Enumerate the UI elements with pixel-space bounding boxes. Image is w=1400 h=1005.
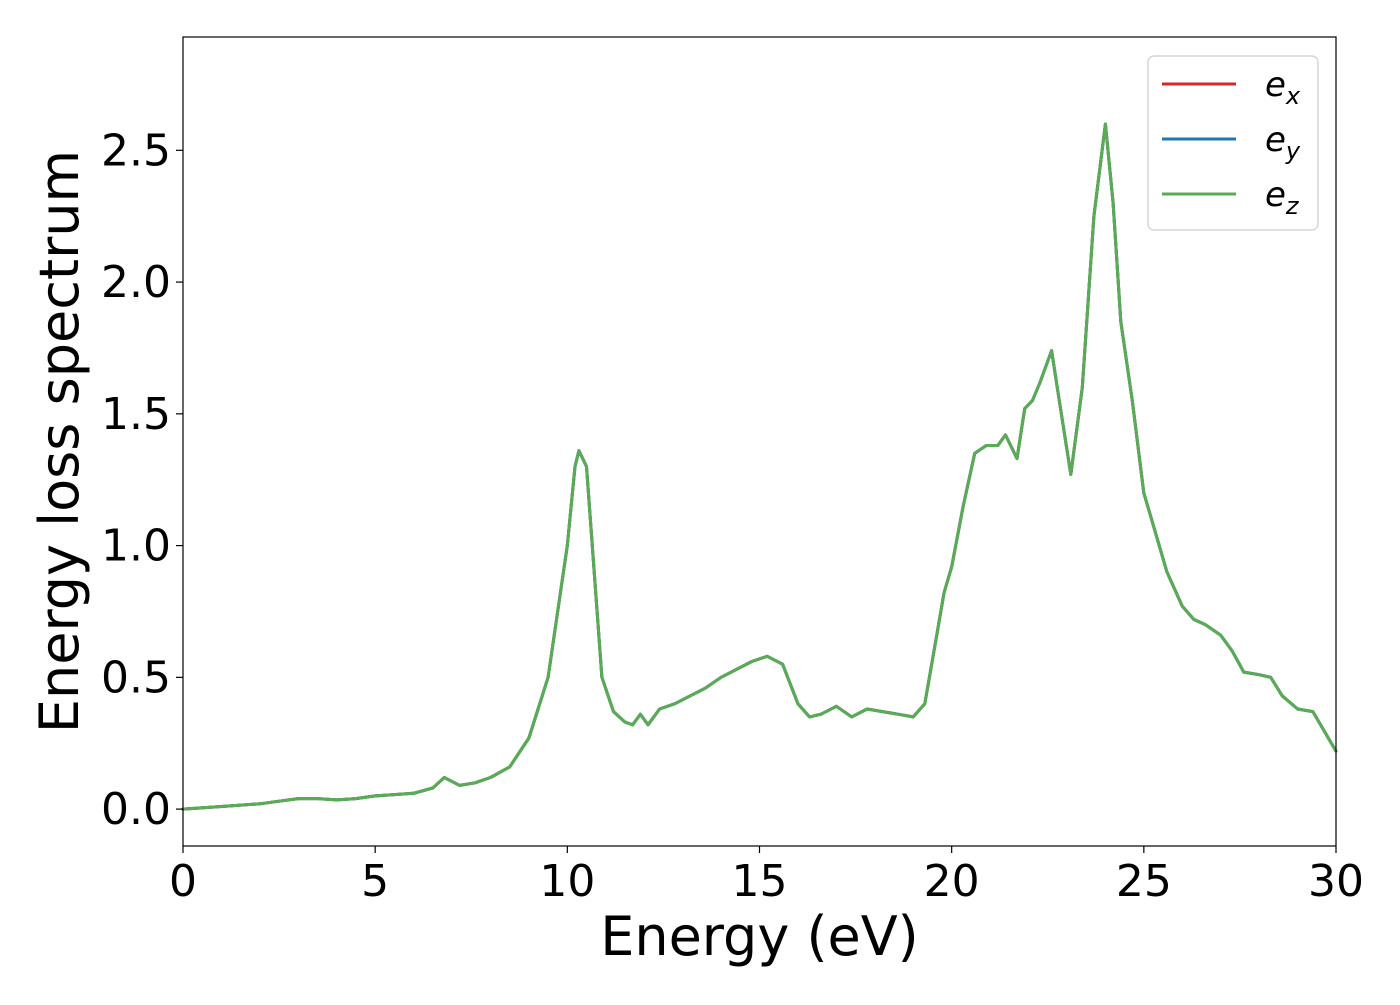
legend-label-base: e: [1265, 120, 1286, 160]
x-tick-label: 0: [169, 856, 197, 907]
y-tick-label: 0.5: [101, 652, 171, 703]
x-tick-label: 15: [732, 856, 788, 907]
x-axis: 0 5 10 15 20 25 30: [169, 846, 1364, 907]
legend-label: ex: [1265, 65, 1301, 110]
y-tick-label: 1.0: [101, 521, 171, 572]
x-axis-title: Energy (eV): [600, 905, 919, 968]
series-line-ez: [181, 122, 1338, 811]
y-tick-label: 0.0: [101, 784, 171, 835]
legend-label-base: e: [1265, 175, 1286, 215]
legend-label: ez: [1265, 175, 1300, 220]
x-tick-label: 30: [1308, 856, 1364, 907]
legend-label-base: e: [1265, 65, 1286, 105]
y-axis: 0.0 0.5 1.0 1.5 2.0 2.5: [101, 125, 183, 835]
y-axis-title: Energy loss spectrum: [28, 150, 91, 733]
y-tick-label: 1.5: [101, 389, 171, 440]
legend-label-subscript: x: [1285, 82, 1301, 110]
y-tick-label: 2.0: [101, 257, 171, 308]
series-layer: [181, 122, 1338, 811]
x-tick-label: 25: [1116, 856, 1172, 907]
legend-label: ey: [1265, 120, 1301, 165]
x-tick-label: 10: [539, 856, 595, 907]
legend-label-subscript: y: [1285, 137, 1301, 165]
x-tick-label: 5: [361, 856, 389, 907]
legend-box: [1147, 55, 1319, 231]
legend-label-subscript: z: [1285, 192, 1300, 220]
x-tick-label: 20: [924, 856, 980, 907]
y-tick-label: 2.5: [101, 125, 171, 176]
